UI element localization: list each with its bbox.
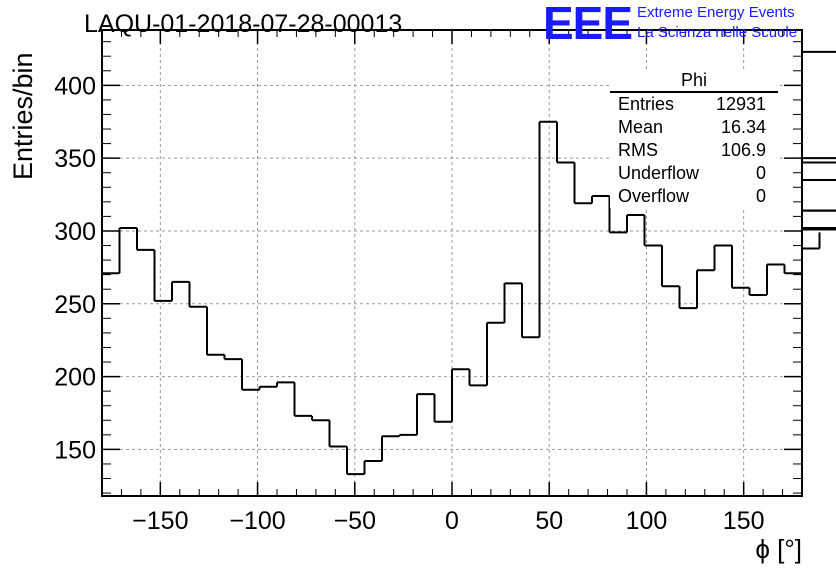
histogram-bin <box>276 381 295 387</box>
histogram-bin <box>661 245 680 288</box>
x-tick-label: −150 <box>132 507 188 535</box>
axis-ticks <box>101 30 803 496</box>
y-tick-label: 300 <box>54 218 96 246</box>
histogram-bin <box>802 232 821 250</box>
histogram-bin <box>573 162 592 205</box>
histogram-bin <box>311 415 330 422</box>
histogram-bin <box>293 382 312 417</box>
histogram-bin <box>802 161 836 164</box>
stats-row-entries: Entries 12931 <box>610 93 778 116</box>
histogram-bin <box>363 460 382 475</box>
stats-value: 12931 <box>715 94 766 114</box>
histogram-bin <box>206 306 225 356</box>
tick-labels: −150 −100 −50 0 50 100 150 150 200 250 300 350 400 <box>54 72 764 535</box>
x-tick-label: −100 <box>229 507 285 535</box>
histogram-bin <box>696 269 715 309</box>
histogram-bin <box>608 196 627 234</box>
histogram-bin <box>451 368 470 422</box>
histogram-bin <box>258 385 277 390</box>
histogram-bin <box>556 121 575 164</box>
stats-value: 106.9 <box>720 140 766 160</box>
histogram-bin <box>591 195 610 204</box>
histogram-bin <box>503 282 522 323</box>
x-tick-label: 100 <box>626 507 668 535</box>
stats-value: 16.34 <box>720 117 766 137</box>
histogram-bin <box>731 245 750 289</box>
histogram-bin <box>486 321 505 386</box>
stats-label: Mean <box>618 117 664 137</box>
y-tick-label: 150 <box>54 436 96 464</box>
histogram-bin <box>713 244 732 271</box>
histogram-bin <box>153 249 172 302</box>
stats-header: Phi <box>610 70 778 93</box>
histogram-bin <box>118 227 137 274</box>
x-axis-label: ϕ [°] <box>755 534 802 564</box>
stats-box: Phi Entries 12931 Mean 16.34 RMS 106.9 Unde… <box>610 70 778 208</box>
histogram-bin <box>766 263 785 296</box>
histogram-bin <box>241 359 260 391</box>
stats-value: 0 <box>755 163 766 183</box>
histogram-bin <box>626 213 645 233</box>
histogram-series <box>102 50 836 476</box>
y-tick-label: 250 <box>54 291 96 319</box>
y-tick-label: 350 <box>54 145 96 173</box>
histogram-bin <box>538 120 557 338</box>
stats-row-underflow: Underflow 0 <box>610 162 778 185</box>
stats-label: Overflow <box>618 186 690 206</box>
histogram-bin <box>171 280 190 301</box>
stats-row-overflow: Overflow 0 <box>610 185 778 208</box>
histogram-bin <box>328 420 347 448</box>
stats-row-mean: Mean 16.34 <box>610 116 778 139</box>
histogram-bin <box>678 286 697 310</box>
histogram-bin <box>188 281 207 308</box>
histogram-bin <box>521 283 540 339</box>
histogram-bin <box>783 264 802 275</box>
histogram-bin <box>802 157 836 160</box>
stats-label: Entries <box>618 94 675 114</box>
grid-lines <box>102 30 802 496</box>
stats-value: 0 <box>755 186 766 206</box>
histogram-bin <box>381 435 400 462</box>
y-tick-label: 400 <box>54 72 96 100</box>
histogram-bin <box>468 369 487 387</box>
histogram-bin <box>802 228 836 231</box>
plot-title: LAQU-01-2018-07-28-00013 <box>84 10 403 38</box>
y-tick-label: 200 <box>54 364 96 392</box>
histogram-bin <box>136 228 155 251</box>
y-axis-label: Entries/bin <box>8 52 38 180</box>
histogram-bin <box>748 287 767 297</box>
histogram-bin <box>802 50 836 53</box>
stats-label: RMS <box>618 140 658 160</box>
histogram-bin <box>802 227 836 230</box>
eee-logo: EEE <box>543 0 633 49</box>
x-tick-label: 0 <box>445 507 459 535</box>
histogram-bin <box>416 393 435 435</box>
histogram-bin <box>643 214 662 247</box>
histogram-bin <box>802 178 836 181</box>
histogram-bin <box>223 354 242 361</box>
x-tick-label: 50 <box>535 507 563 535</box>
stats-row-rms: RMS 106.9 <box>610 139 778 162</box>
stats-label: Underflow <box>618 163 700 183</box>
histogram-bin <box>433 394 452 423</box>
x-tick-label: −50 <box>334 507 376 535</box>
logo-line-1: Extreme Energy Events <box>637 4 795 21</box>
logo-line-2: La Scienza nelle Scuole <box>637 24 798 41</box>
histogram-bin <box>802 209 836 212</box>
histogram-bin <box>398 433 417 437</box>
x-tick-label: 150 <box>723 507 765 535</box>
histogram-bin <box>346 446 365 476</box>
